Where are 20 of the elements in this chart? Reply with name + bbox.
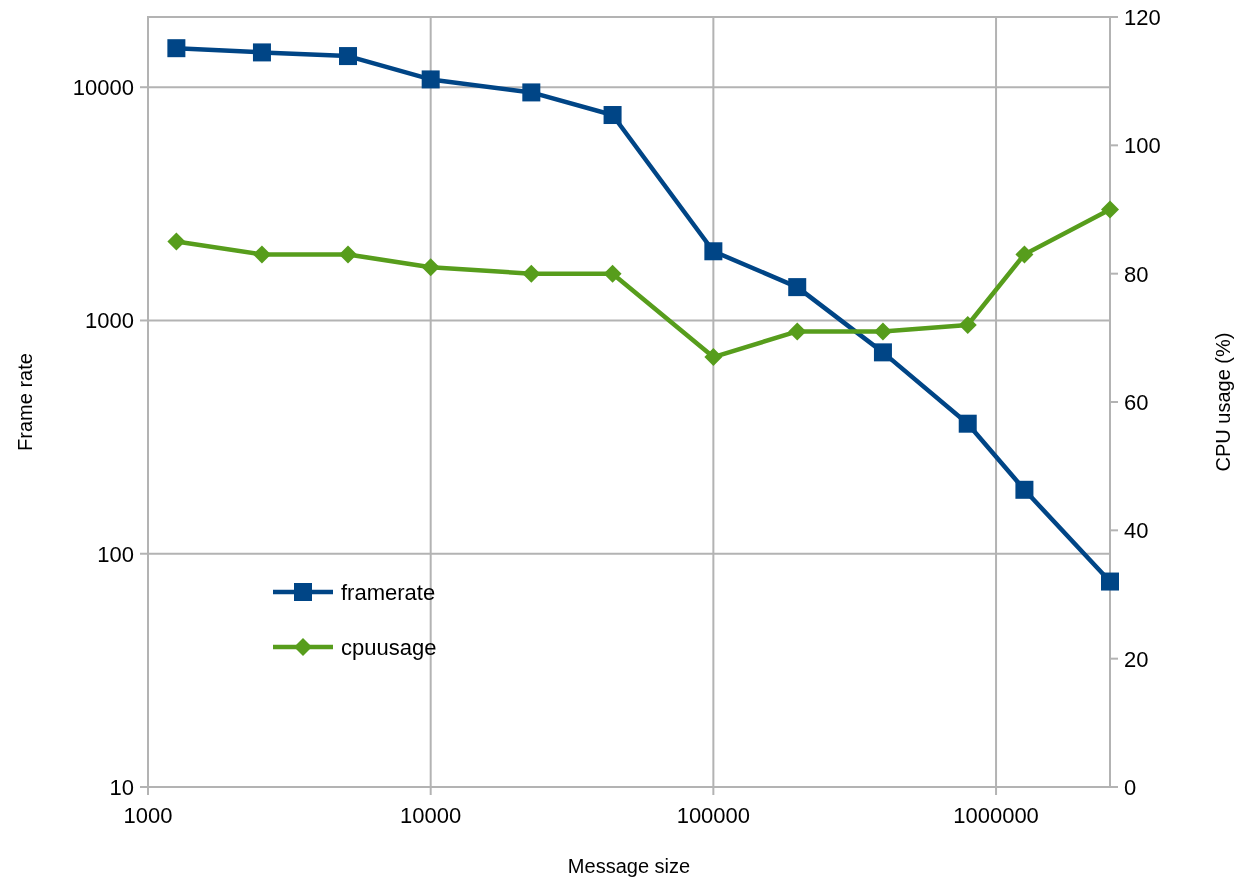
- x-tick-label: 100000: [676, 803, 751, 828]
- x-tick-label: 1000: [123, 803, 173, 828]
- legend-label: cpuusage: [341, 635, 437, 660]
- y2-tick-label: 40: [1124, 518, 1149, 544]
- x-axis-title: Message size: [567, 855, 691, 877]
- x-tick-label: 10000: [400, 803, 462, 828]
- y-tick-label: 100: [97, 541, 134, 567]
- y-axis-title: Frame rate: [14, 353, 36, 451]
- y2-tick-label: 80: [1124, 261, 1149, 287]
- y2-tick-label: 0: [1124, 775, 1137, 800]
- y2-tick-label: 60: [1124, 390, 1149, 415]
- y-tick-label: 10000: [72, 75, 134, 101]
- x-tick-label: 1000000: [953, 803, 1039, 828]
- y2-axis-title: CPU usage (%): [1212, 332, 1234, 472]
- y-tick-label: 10: [109, 775, 134, 800]
- y-tick-label: 1000: [85, 308, 134, 334]
- y2-tick-label: 100: [1124, 133, 1161, 159]
- legend-label: framerate: [341, 580, 436, 605]
- y2-tick-label: 120: [1124, 5, 1161, 30]
- y2-tick-label: 20: [1124, 646, 1149, 672]
